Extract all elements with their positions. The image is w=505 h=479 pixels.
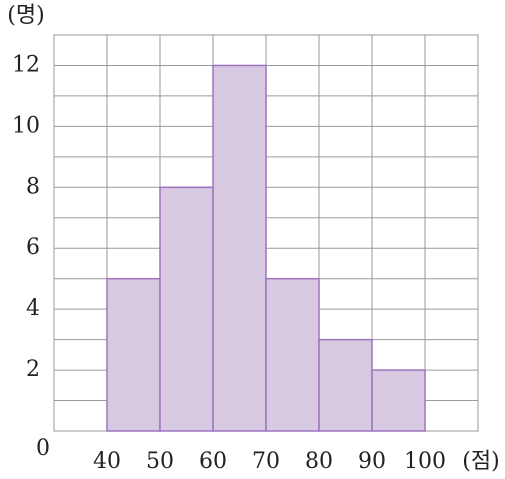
x-tick-label: 90 (358, 449, 386, 474)
x-tick-label: 70 (252, 449, 280, 474)
bar (265, 277, 320, 432)
y-tick-label: 2 (26, 357, 40, 382)
y-axis-label: (명) (7, 3, 44, 28)
bar (371, 369, 426, 432)
y-tick-label: 6 (26, 235, 40, 260)
y-tick-label: 8 (26, 174, 40, 199)
bar (318, 338, 373, 432)
x-tick-label: 50 (146, 449, 174, 474)
origin-label: 0 (36, 436, 50, 461)
x-tick-label: 80 (305, 449, 333, 474)
x-tick-label: 40 (93, 449, 121, 474)
bar (106, 277, 161, 432)
bar (159, 186, 214, 432)
bar (212, 64, 267, 432)
y-tick-label: 10 (12, 113, 40, 138)
x-axis-label: (점) (462, 449, 499, 474)
x-tick-label: 100 (404, 449, 446, 474)
x-tick-label: 60 (199, 449, 227, 474)
y-tick-label: 4 (26, 296, 40, 321)
y-tick-label: 12 (12, 52, 40, 77)
